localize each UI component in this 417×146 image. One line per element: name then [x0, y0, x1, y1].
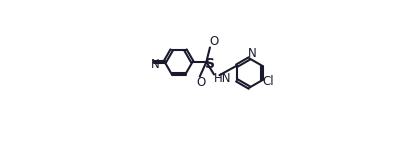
Text: HN: HN	[214, 72, 232, 85]
Text: O: O	[197, 76, 206, 89]
Text: N: N	[248, 47, 257, 60]
Text: O: O	[209, 35, 219, 48]
Text: S: S	[205, 57, 215, 71]
Text: N: N	[151, 58, 160, 71]
Text: Cl: Cl	[263, 75, 274, 88]
